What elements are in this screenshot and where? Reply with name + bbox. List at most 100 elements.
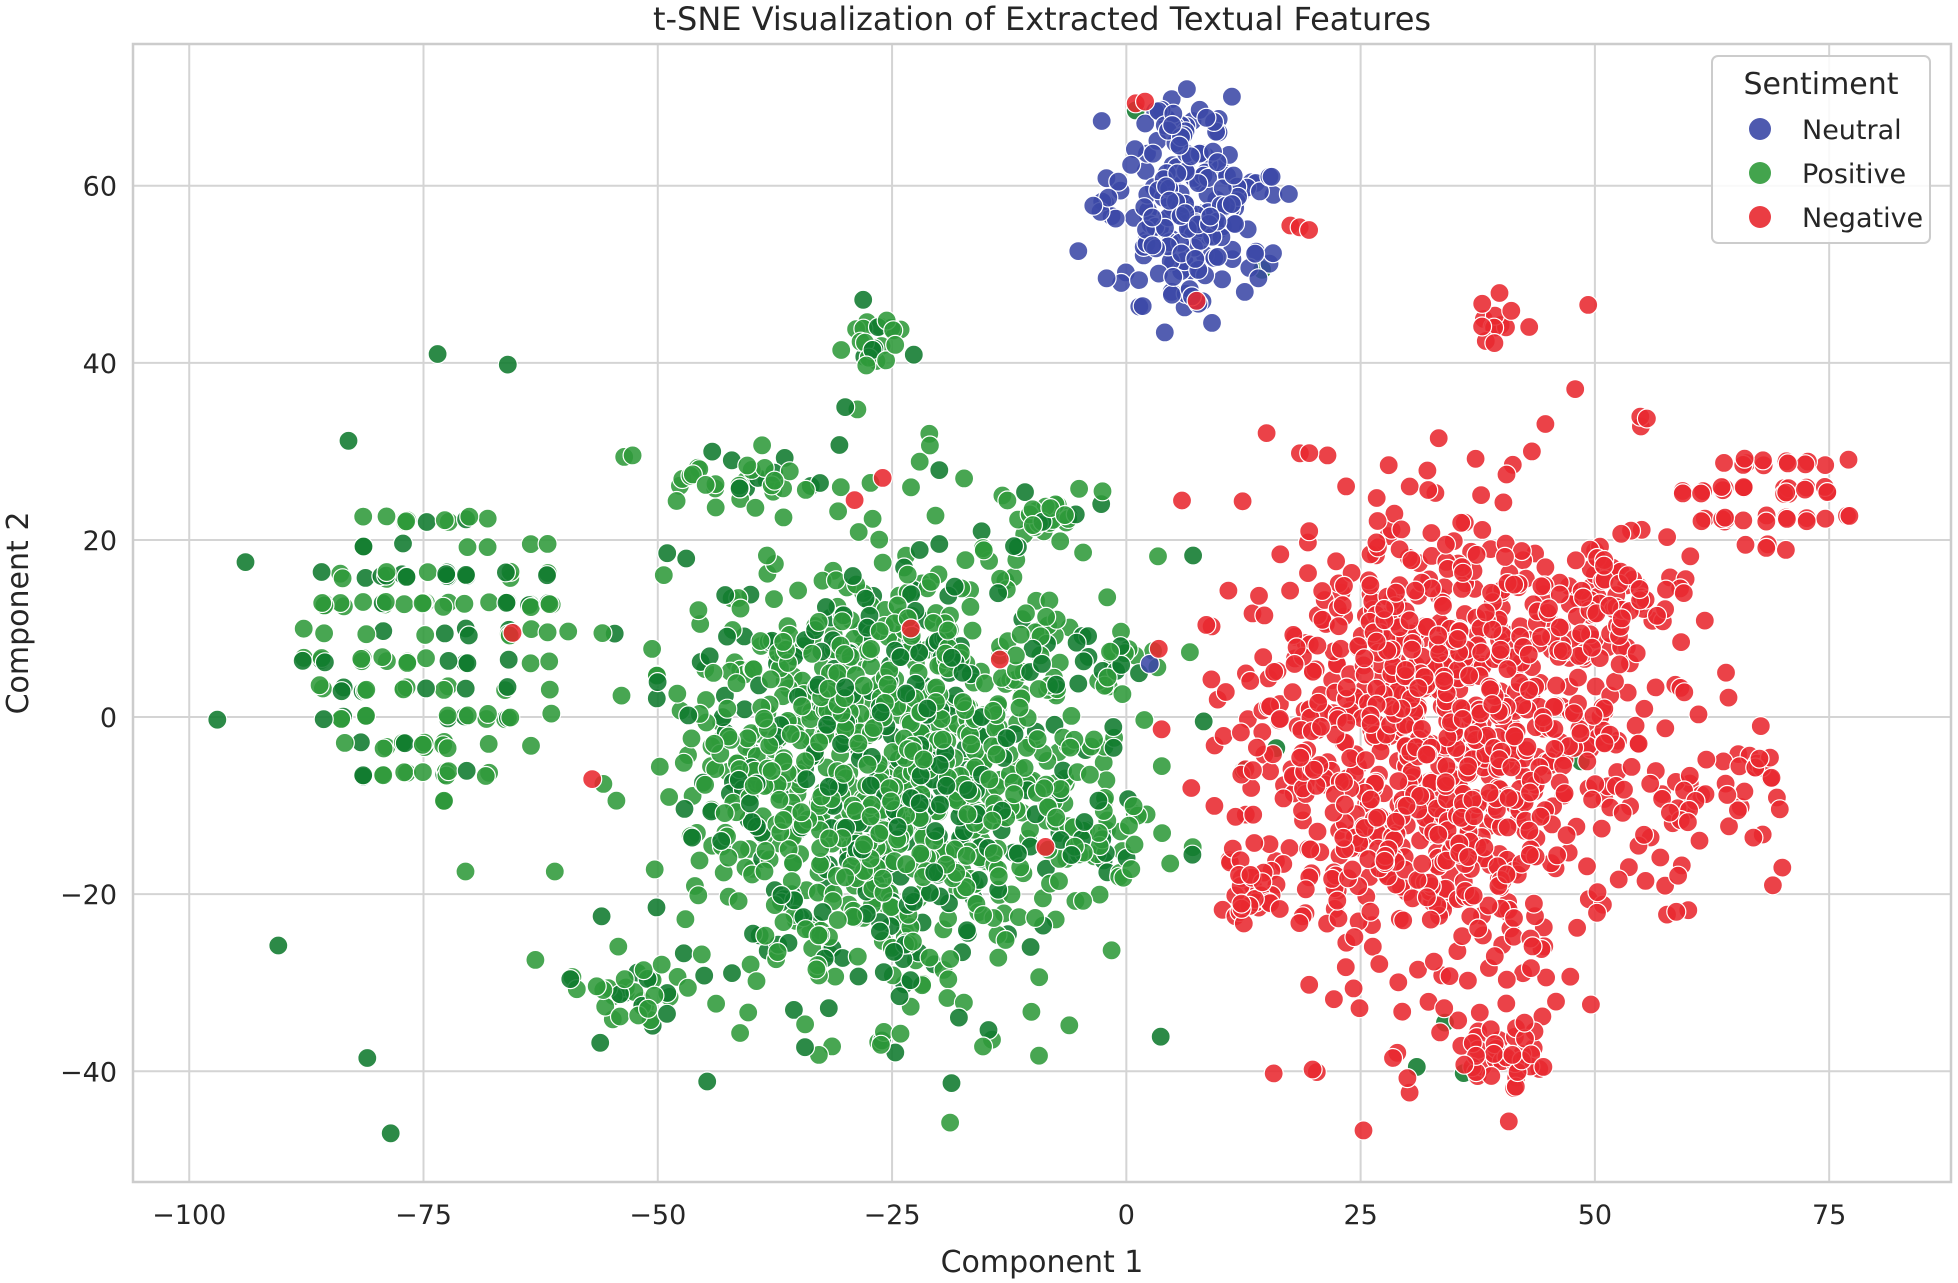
negative-point [1308, 822, 1327, 841]
positive-point [910, 794, 929, 813]
negative-point [1354, 1121, 1373, 1140]
y-axis-label: Component 2 [1, 512, 36, 715]
positive-point [374, 622, 393, 641]
positive-point [1070, 479, 1089, 498]
negative-point [1496, 547, 1515, 566]
negative-point [1609, 870, 1628, 889]
positive-point [858, 755, 877, 774]
negative-point [1550, 618, 1569, 637]
y-tick-label: 40 [83, 349, 117, 380]
positive-point [1125, 835, 1144, 854]
positive-point [1184, 546, 1203, 565]
positive-point [1098, 588, 1117, 607]
positive-point [634, 961, 653, 980]
positive-point [1028, 730, 1047, 749]
negative-point [1716, 508, 1735, 527]
positive-point [746, 498, 765, 517]
positive-point [1135, 711, 1154, 730]
positive-point [882, 792, 901, 811]
positive-point [650, 757, 669, 776]
negative-point [1735, 449, 1754, 468]
positive-point [731, 1024, 750, 1043]
positive-point [315, 624, 334, 643]
positive-point [796, 1038, 815, 1057]
positive-point [1104, 738, 1123, 757]
neutral-point [1203, 313, 1222, 332]
negative-point [1502, 758, 1521, 777]
positive-point [989, 948, 1008, 967]
positive-point [700, 647, 719, 666]
negative-point [1816, 509, 1835, 528]
positive-point [1104, 718, 1123, 737]
negative-point [1606, 672, 1625, 691]
negative-point [1547, 992, 1566, 1011]
negative-point [1400, 611, 1419, 630]
positive-point [294, 619, 313, 638]
positive-point [796, 480, 815, 499]
negative-point [873, 468, 892, 487]
neutral-point [1122, 155, 1141, 174]
positive-point [784, 854, 803, 873]
positive-point [942, 648, 961, 667]
negative-point [1744, 828, 1763, 847]
negative-point [1173, 491, 1192, 510]
negative-point [1773, 858, 1792, 877]
negative-point [583, 770, 602, 789]
negative-point [1473, 520, 1492, 539]
positive-point [1080, 765, 1099, 784]
positive-point [1030, 968, 1049, 987]
negative-point [1757, 512, 1776, 531]
negative-point [1612, 524, 1631, 543]
negative-point [1660, 803, 1679, 822]
positive-point [648, 673, 667, 692]
positive-point [789, 581, 808, 600]
positive-point [1101, 642, 1120, 661]
negative-point [1675, 683, 1694, 702]
negative-point [1337, 477, 1356, 496]
negative-point [1271, 545, 1290, 564]
positive-point [997, 729, 1016, 748]
negative-point [1356, 751, 1375, 770]
negative-point [1777, 483, 1796, 502]
positive-point [293, 651, 312, 670]
negative-point [1187, 291, 1206, 310]
negative-point [1578, 857, 1597, 876]
positive-point [989, 584, 1008, 603]
positive-point [843, 567, 862, 586]
negative-point [1417, 745, 1436, 764]
positive-point [972, 522, 991, 541]
positive-point [658, 1004, 677, 1023]
positive-point [941, 950, 960, 969]
negative-point [1247, 738, 1266, 757]
negative-point [845, 491, 864, 510]
positive-point [1026, 908, 1045, 927]
negative-point [1327, 552, 1346, 571]
positive-point [1022, 1002, 1041, 1021]
positive-point [832, 734, 851, 753]
positive-point [1061, 738, 1080, 757]
positive-point [834, 764, 853, 783]
negative-point [1751, 717, 1770, 736]
negative-point [1532, 577, 1551, 596]
positive-point [438, 739, 457, 758]
positive-point [888, 818, 907, 837]
positive-point [983, 811, 1002, 830]
negative-point [1681, 547, 1700, 566]
negative-point [1763, 876, 1782, 895]
positive-point [1069, 674, 1088, 693]
negative-point [1398, 1069, 1417, 1088]
positive-point [397, 567, 416, 586]
positive-point [437, 565, 456, 584]
positive-point [698, 1072, 717, 1091]
positive-point [476, 767, 495, 786]
positive-point [478, 538, 497, 557]
positive-point [394, 534, 413, 553]
positive-point [974, 1037, 993, 1056]
negative-point [901, 619, 920, 638]
positive-point [418, 563, 437, 582]
positive-point [925, 863, 944, 882]
positive-point [314, 710, 333, 729]
positive-point [478, 509, 497, 528]
negative-point [1440, 967, 1459, 986]
positive-point [854, 676, 873, 695]
